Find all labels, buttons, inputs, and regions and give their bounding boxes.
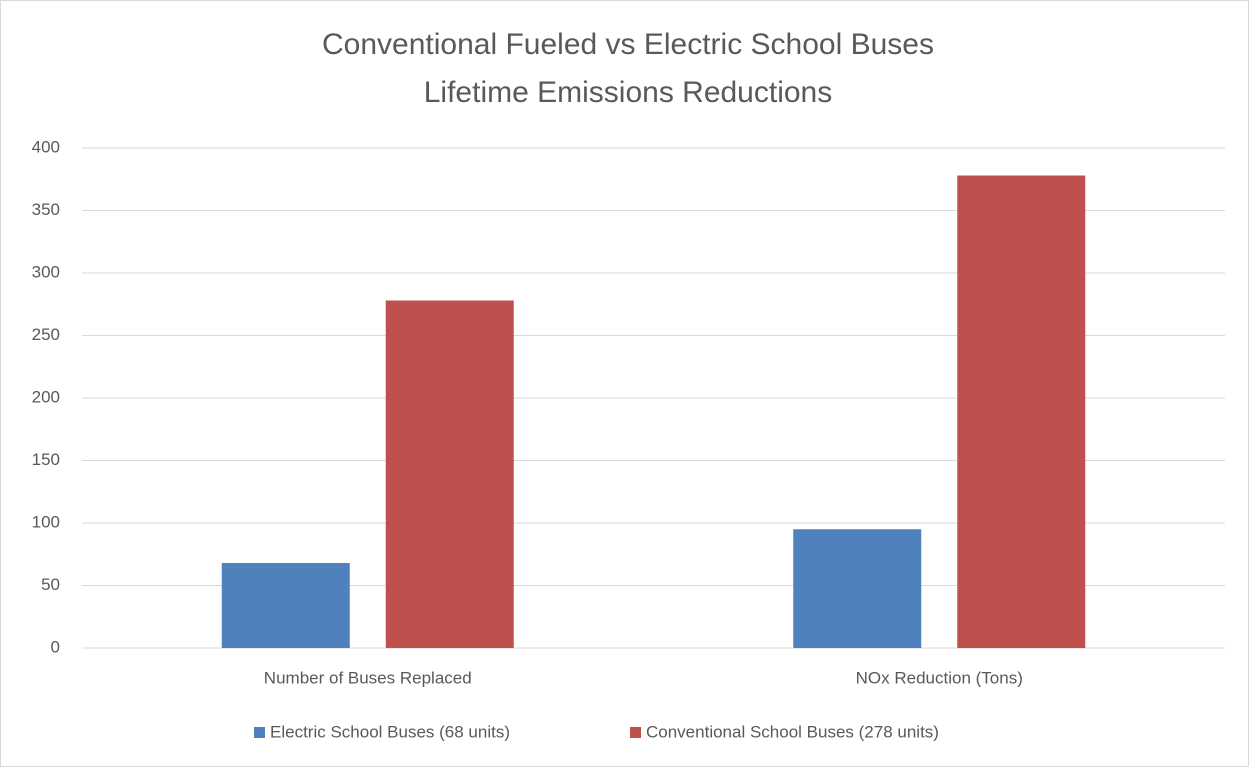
legend-swatch — [254, 727, 265, 738]
y-tick-label: 400 — [32, 137, 60, 156]
legend-label: Electric School Buses (68 units) — [270, 722, 510, 741]
x-tick-label: Number of Buses Replaced — [264, 668, 472, 687]
chart-title: Conventional Fueled vs Electric School B… — [322, 28, 934, 61]
y-tick-label: 350 — [32, 200, 60, 219]
bar — [221, 563, 350, 648]
y-tick-label: 0 — [51, 637, 60, 656]
bar — [793, 529, 922, 648]
bar — [385, 300, 514, 648]
y-tick-label: 200 — [32, 387, 60, 406]
y-tick-label: 150 — [32, 450, 60, 469]
y-tick-label: 50 — [41, 575, 60, 594]
x-tick-label: NOx Reduction (Tons) — [856, 668, 1023, 687]
bar — [957, 175, 1086, 648]
y-tick-label: 100 — [32, 512, 60, 531]
y-tick-label: 250 — [32, 325, 60, 344]
legend-swatch — [630, 727, 641, 738]
y-tick-label: 300 — [32, 262, 60, 281]
chart-subtitle: Lifetime Emissions Reductions — [424, 76, 833, 109]
legend-label: Conventional School Buses (278 units) — [646, 722, 939, 741]
